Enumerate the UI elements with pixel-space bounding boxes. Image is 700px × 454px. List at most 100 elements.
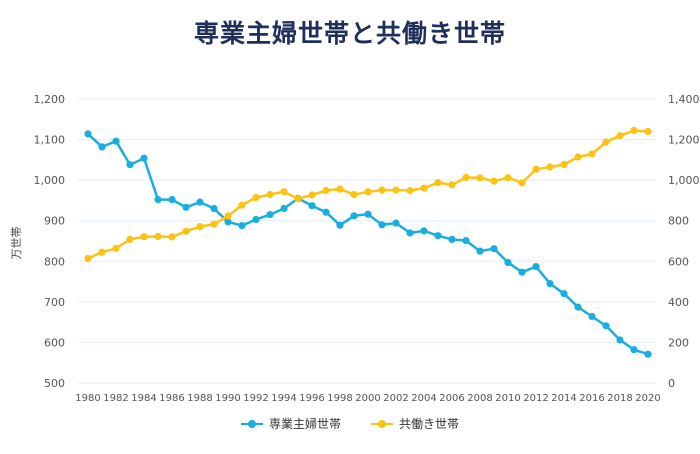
data-point	[280, 188, 288, 196]
left-tick-label: 600	[44, 336, 65, 349]
data-point	[154, 196, 162, 204]
legend-label-series1: 専業主婦世帯	[268, 417, 341, 431]
data-point	[630, 346, 638, 354]
data-point	[392, 186, 400, 194]
data-point	[224, 218, 232, 226]
x-tick-label: 2004	[411, 393, 436, 404]
gridlines	[78, 98, 656, 384]
data-point	[574, 303, 582, 311]
data-point	[252, 215, 260, 224]
data-point	[518, 268, 526, 276]
data-point	[616, 132, 624, 140]
data-point	[266, 211, 274, 219]
data-point	[392, 219, 400, 227]
data-point	[560, 290, 568, 298]
data-point	[462, 173, 470, 182]
data-point	[434, 179, 442, 187]
right-tick-label: 600	[668, 255, 689, 268]
x-tick-label: 2018	[607, 393, 632, 404]
data-point	[266, 190, 274, 199]
data-point	[322, 186, 330, 195]
data-point	[560, 160, 568, 169]
data-point	[532, 165, 540, 173]
chart-title: 専業主婦世帯と共働き世帯	[193, 19, 506, 48]
data-point	[98, 143, 106, 151]
data-point	[448, 235, 456, 243]
data-point	[154, 232, 162, 241]
x-tick-label: 1990	[215, 393, 240, 404]
data-point	[196, 198, 204, 206]
x-tick-label: 2014	[551, 393, 576, 404]
data-point	[182, 203, 190, 211]
data-point	[112, 244, 120, 252]
x-tick-label: 2010	[495, 393, 520, 404]
data-point	[378, 186, 386, 194]
x-tick-label: 2002	[383, 393, 408, 404]
left-tick-label: 1,100	[34, 134, 66, 147]
data-point	[602, 322, 610, 330]
x-tick-label: 1996	[299, 393, 324, 404]
data-point	[434, 232, 442, 240]
data-point	[644, 350, 652, 358]
x-tick-label: 1994	[271, 393, 296, 404]
data-point	[504, 174, 512, 182]
x-tick-label: 1986	[159, 393, 184, 404]
data-point	[546, 280, 554, 288]
data-point	[378, 221, 386, 229]
data-point	[322, 208, 330, 216]
data-point	[518, 179, 526, 187]
legend-item-series1[interactable]: 専業主婦世帯	[240, 415, 341, 432]
data-point	[168, 196, 176, 204]
data-point	[84, 130, 92, 138]
data-point	[588, 312, 596, 321]
data-point	[406, 186, 414, 195]
data-point	[280, 204, 288, 213]
data-point	[616, 336, 624, 344]
data-point	[630, 126, 638, 134]
right-tick-label: 1,400	[668, 93, 700, 106]
data-point	[504, 258, 512, 267]
data-point	[546, 163, 554, 171]
data-point	[490, 177, 498, 185]
x-axis-ticks: 1980 1982 1984 1986 1988 1990 1992 1994 1996 1998…	[75, 393, 660, 404]
data-point	[574, 153, 582, 161]
x-tick-label: 1988	[187, 393, 212, 404]
x-tick-label: 2006	[439, 393, 464, 404]
x-tick-label: 1992	[243, 393, 268, 404]
data-point	[210, 204, 218, 213]
legend-swatch-series2	[371, 419, 393, 429]
x-tick-label: 2012	[523, 393, 548, 404]
legend-swatch-series1	[240, 419, 263, 429]
y-axis-label: 万世帯	[10, 227, 23, 260]
x-tick-label: 1980	[75, 393, 100, 404]
legend-label-series2: 共働き世帯	[399, 417, 460, 431]
right-tick-label: 800	[668, 215, 689, 228]
legend: 専業主婦世帯 共働き世帯	[0, 415, 700, 432]
data-point	[84, 254, 92, 262]
right-tick-label: 0	[668, 377, 675, 390]
data-point	[490, 245, 498, 253]
data-point	[238, 201, 246, 209]
data-point	[294, 195, 302, 203]
data-point	[350, 212, 358, 220]
right-tick-label: 400	[668, 296, 689, 309]
data-point	[532, 263, 540, 271]
data-point	[462, 237, 470, 245]
data-point	[308, 191, 316, 199]
left-tick-label: 500	[44, 377, 65, 390]
data-point	[420, 227, 428, 235]
data-point	[364, 210, 372, 218]
right-tick-label: 1,000	[668, 174, 700, 187]
data-point	[350, 190, 358, 199]
left-tick-label: 900	[44, 215, 65, 228]
data-point	[112, 137, 120, 145]
data-point	[98, 248, 106, 256]
right-tick-label: 200	[668, 336, 689, 349]
legend-item-series2[interactable]: 共働き世帯	[371, 415, 459, 432]
left-tick-label: 1,200	[34, 93, 66, 106]
x-tick-label: 1982	[103, 393, 128, 404]
series-2	[84, 126, 652, 262]
data-point	[140, 233, 148, 241]
data-point	[126, 235, 134, 243]
